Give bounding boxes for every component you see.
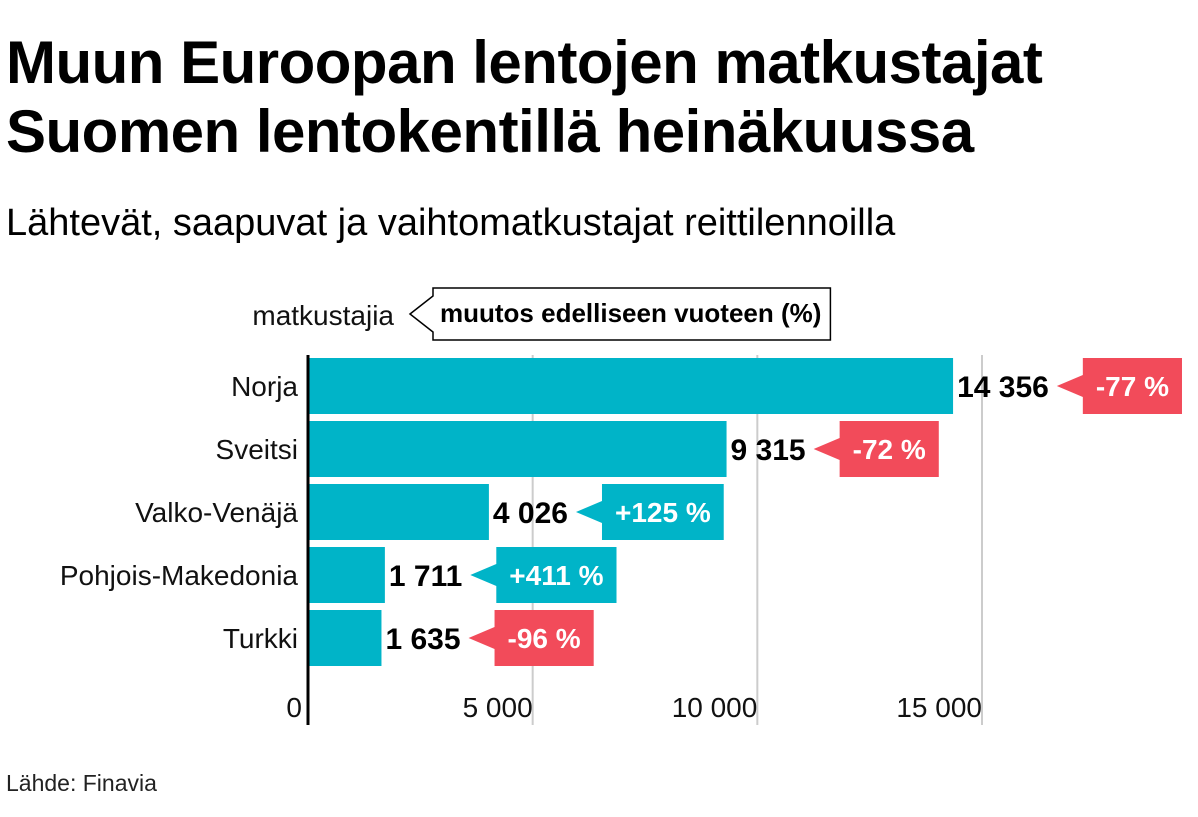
value-label: 1 711 <box>389 560 462 593</box>
bar <box>308 484 489 540</box>
category-label: Norja <box>231 371 298 402</box>
change-badge <box>1056 358 1182 414</box>
bar-chart: 0 5 000 10 000 15 000 Norja 14 356 -77 % Sveits… <box>60 287 1182 725</box>
change-badge <box>468 610 594 666</box>
change-badge <box>575 484 724 540</box>
change-badge <box>470 547 617 603</box>
value-label: 14 356 <box>957 371 1049 404</box>
value-label: 9 315 <box>731 434 806 467</box>
title-line-2: Suomen lentokentillä heinäkuussa <box>6 98 974 165</box>
x-tick-label: 10 000 <box>672 692 758 723</box>
value-label: 4 026 <box>493 497 568 530</box>
bar <box>308 358 954 414</box>
change-badge <box>813 421 939 477</box>
change-legend-label: muutos edelliseen vuoteen (%) <box>440 298 821 328</box>
change-label: +125 % <box>615 497 711 528</box>
x-tick-label: 15 000 <box>896 692 982 723</box>
labels: 0 5 000 10 000 15 000 Norja 14 356 -77 % Sveits… <box>60 358 1182 723</box>
bars <box>308 358 954 666</box>
title-line-1: Muun Euroopan lentojen matkustajat <box>6 29 1043 96</box>
category-label: Turkki <box>223 623 298 654</box>
value-label: 1 635 <box>385 623 460 656</box>
chart-subtitle: Lähtevät, saapuvat ja vaihtomatkustajat … <box>6 202 896 244</box>
change-label: -96 % <box>508 623 581 654</box>
x-tick-label: 5 000 <box>463 692 533 723</box>
category-label: Pohjois-Makedonia <box>60 560 299 591</box>
chart-header: matkustajia muutos edelliseen vuoteen (%… <box>252 287 832 341</box>
change-label: +411 % <box>509 560 603 591</box>
change-label: -72 % <box>853 434 926 465</box>
chart-title: Muun Euroopan lentojen matkustajat Suome… <box>6 28 1194 166</box>
bar <box>308 421 727 477</box>
bar <box>308 610 382 666</box>
change-label: -77 % <box>1096 371 1169 402</box>
category-label: Sveitsi <box>216 434 298 465</box>
bar <box>308 547 385 603</box>
change-legend-box <box>408 287 832 341</box>
x-tick-label: 0 <box>286 692 302 723</box>
source-note: Lähde: Finavia <box>6 770 157 796</box>
category-label: Valko-Venäjä <box>135 497 298 528</box>
unit-label: matkustajia <box>252 300 394 331</box>
